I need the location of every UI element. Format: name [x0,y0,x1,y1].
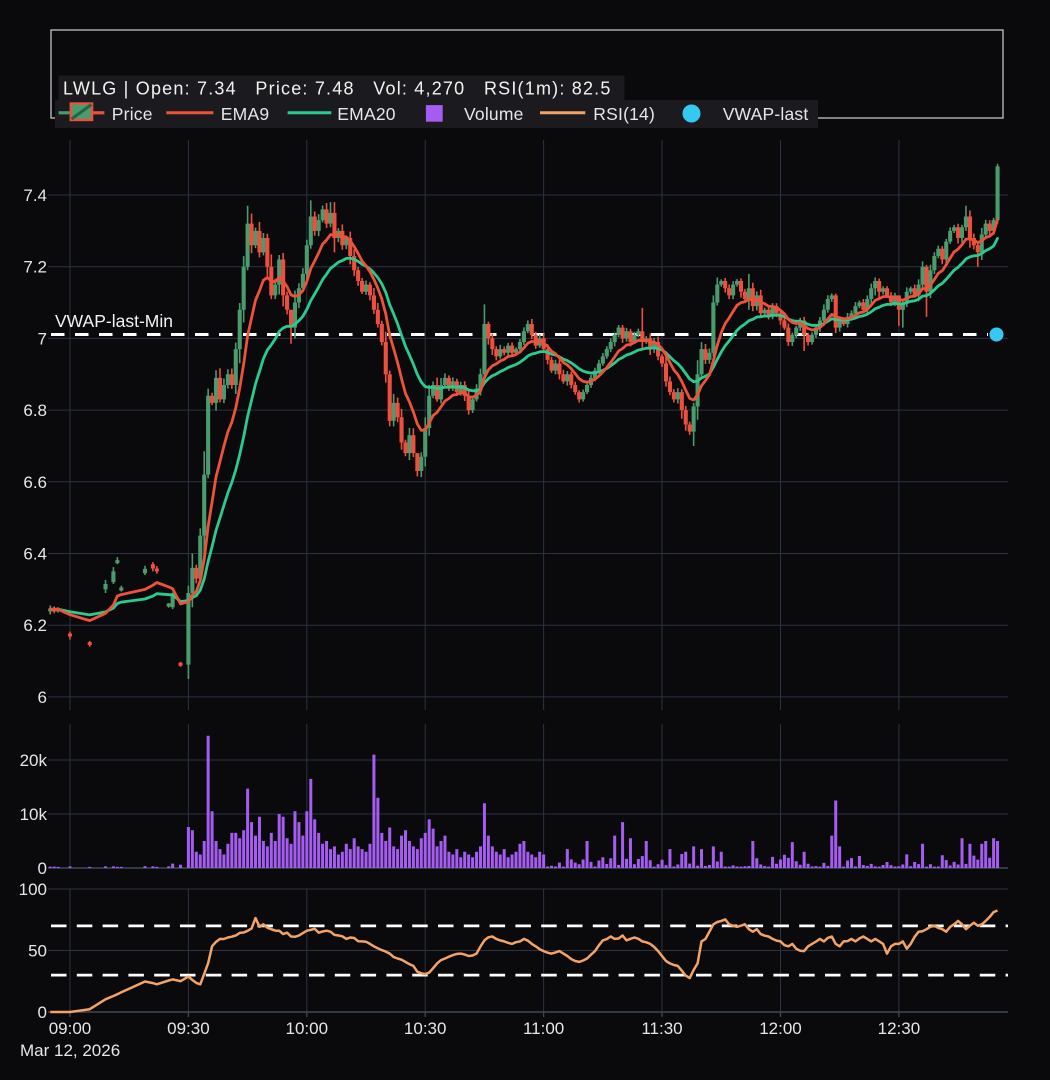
svg-text:LWLG | Open: 7.34 Price: 7.4: LWLG | Open: 7.34 Price: 7.48 Vol: 4,270… [63,79,612,99]
svg-text:Mar 12, 2026: Mar 12, 2026 [20,1041,120,1060]
svg-text:EMA9: EMA9 [221,104,269,124]
svg-text:RSI(14): RSI(14) [593,104,655,124]
svg-text:Volume: Volume [464,104,524,124]
svg-text:6.6: 6.6 [23,473,47,492]
svg-text:09:00: 09:00 [49,1019,92,1038]
svg-text:VWAP-last: VWAP-last [723,104,809,124]
svg-text:100: 100 [19,880,47,899]
svg-text:EMA20: EMA20 [337,104,395,124]
svg-text:20k: 20k [20,751,48,770]
svg-text:10k: 10k [20,805,48,824]
svg-text:09:30: 09:30 [167,1019,210,1038]
svg-text:11:00: 11:00 [523,1019,564,1038]
svg-text:10:30: 10:30 [404,1019,447,1038]
svg-text:6.2: 6.2 [23,616,47,635]
svg-text:0: 0 [38,1003,47,1022]
svg-text:Price: Price [112,104,153,124]
svg-text:0: 0 [38,859,47,878]
svg-text:10:00: 10:00 [286,1019,329,1038]
svg-text:7.2: 7.2 [23,258,47,277]
svg-text:6.4: 6.4 [23,545,47,564]
svg-text:11:30: 11:30 [641,1019,682,1038]
svg-text:12:00: 12:00 [759,1019,802,1038]
svg-text:50: 50 [28,942,47,961]
svg-text:6.8: 6.8 [23,401,47,420]
svg-text:12:30: 12:30 [878,1019,921,1038]
svg-text:6: 6 [38,688,47,707]
svg-text:VWAP-last-Min: VWAP-last-Min [55,311,173,331]
svg-text:7.4: 7.4 [23,186,47,205]
svg-text:7: 7 [38,329,47,348]
